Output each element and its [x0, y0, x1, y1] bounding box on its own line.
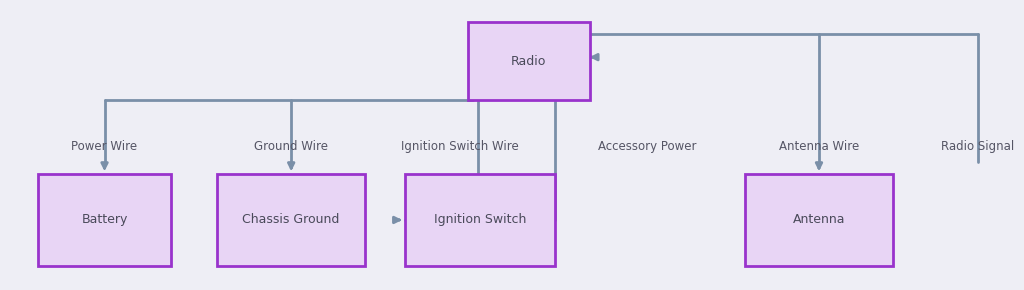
Text: Radio: Radio — [511, 55, 547, 68]
FancyBboxPatch shape — [217, 174, 366, 266]
Text: Battery: Battery — [81, 213, 128, 226]
Text: Antenna Wire: Antenna Wire — [779, 140, 859, 153]
Text: Ground Wire: Ground Wire — [254, 140, 328, 153]
Text: Antenna: Antenna — [793, 213, 845, 226]
FancyBboxPatch shape — [404, 174, 555, 266]
Text: Radio Signal: Radio Signal — [941, 140, 1015, 153]
FancyBboxPatch shape — [38, 174, 171, 266]
FancyBboxPatch shape — [468, 22, 590, 100]
Text: Accessory Power: Accessory Power — [598, 140, 697, 153]
Text: Chassis Ground: Chassis Ground — [243, 213, 340, 226]
Text: Ignition Switch Wire: Ignition Switch Wire — [400, 140, 518, 153]
FancyBboxPatch shape — [744, 174, 894, 266]
Text: Ignition Switch: Ignition Switch — [434, 213, 526, 226]
Text: Power Wire: Power Wire — [72, 140, 137, 153]
